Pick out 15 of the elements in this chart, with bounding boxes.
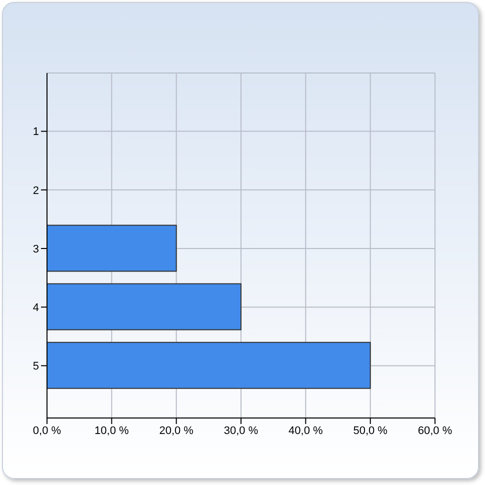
x-tick-label: 0,0 % bbox=[32, 424, 62, 437]
y-tick-label: 5 bbox=[32, 360, 39, 373]
bar bbox=[47, 283, 242, 330]
y-tick-label: 1 bbox=[32, 126, 39, 138]
bar bbox=[47, 342, 371, 389]
x-tick-label: 10,0 % bbox=[94, 424, 130, 437]
x-tick-label: 60,0 % bbox=[418, 424, 452, 437]
bar bbox=[47, 224, 177, 272]
x-tick-label: 40,0 % bbox=[288, 424, 324, 437]
y-tick-label: 3 bbox=[32, 243, 39, 256]
x-tick-label: 20,0 % bbox=[159, 424, 194, 437]
y-tick-label: 2 bbox=[32, 184, 39, 197]
x-tick-label: 30,0 % bbox=[224, 424, 258, 437]
x-tick-label: 50,0 % bbox=[353, 424, 388, 437]
y-tick-label: 4 bbox=[32, 302, 39, 314]
